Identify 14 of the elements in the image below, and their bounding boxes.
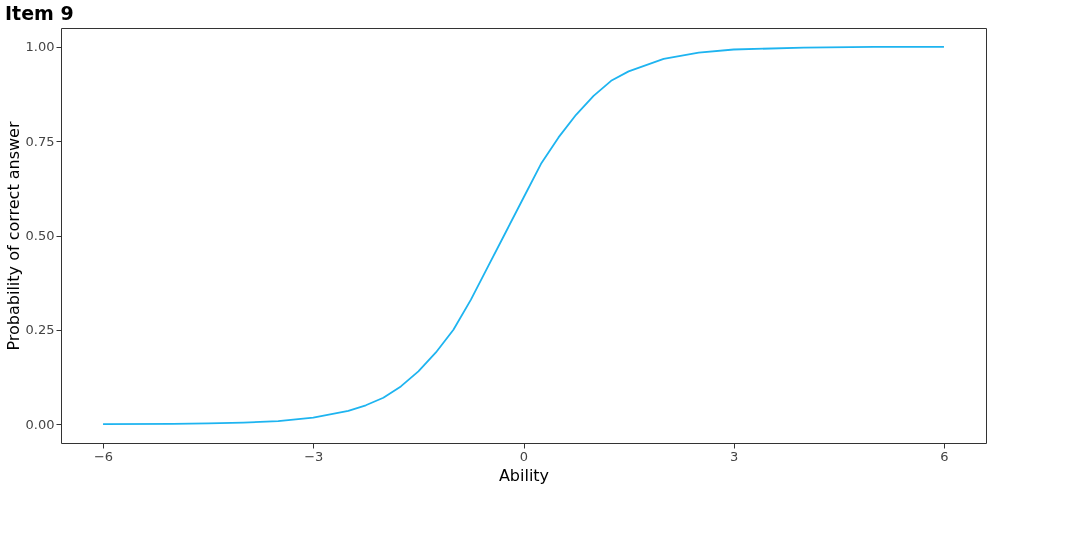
y-tick-label: 0.50 — [25, 228, 55, 243]
x-tick-label: −3 — [304, 448, 324, 464]
x-tick-label: 0 — [519, 448, 529, 464]
chart-title: Item 9 — [5, 2, 74, 24]
y-tick-label: 0.25 — [25, 322, 55, 338]
x-tick-label: 3 — [730, 448, 739, 464]
x-tick-label: 6 — [940, 448, 949, 464]
x-axis-title: Ability — [498, 465, 550, 485]
y-axis-title: Probability of correct answer — [3, 121, 23, 351]
y-tick-label: 1.00 — [25, 39, 55, 55]
y-tick-label: 0.00 — [25, 416, 55, 432]
x-tick-label: −6 — [93, 448, 114, 464]
y-tick-label: 0.75 — [25, 133, 55, 149]
line-series — [102, 45, 945, 425]
